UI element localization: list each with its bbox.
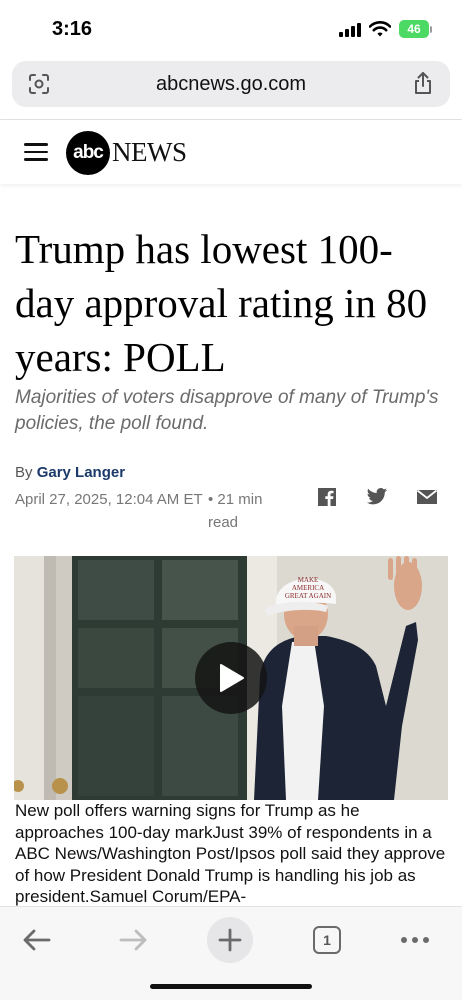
article-subheadline: Majorities of voters disapprove of many …	[15, 387, 439, 434]
back-arrow-icon	[23, 929, 51, 951]
video-thumbnail	[14, 556, 448, 800]
status-icons: 46	[339, 20, 432, 38]
status-time: 3:16	[52, 18, 93, 40]
share-icon[interactable]	[412, 71, 434, 95]
new-tab-icon	[218, 928, 242, 952]
page-settings-icon[interactable]	[28, 73, 50, 95]
back-button[interactable]	[14, 917, 60, 963]
author-link[interactable]: Gary Langer	[36, 464, 126, 481]
battery-level: 46	[399, 20, 429, 38]
hamburger-icon[interactable]	[24, 143, 48, 161]
site-header: abc NEWS	[0, 120, 462, 184]
forward-button[interactable]	[110, 917, 156, 963]
twitter-icon[interactable]	[366, 487, 388, 507]
address-bar[interactable]: abcnews.go.com	[12, 61, 450, 107]
play-icon	[220, 664, 244, 692]
new-tab-button[interactable]	[207, 917, 253, 963]
video-caption: New poll offers warning signs for Trump …	[15, 801, 446, 906]
tabs-button[interactable]: 1	[304, 917, 350, 963]
publish-date: April 27, 2025, 12:04 AM ET	[15, 491, 203, 508]
byline: By Gary Langer	[15, 464, 125, 481]
email-icon[interactable]	[416, 487, 438, 507]
divider	[0, 119, 462, 120]
video-player[interactable]: MAKE AMERICA GREAT AGAIN	[14, 556, 448, 800]
more-button[interactable]	[392, 917, 438, 963]
battery-icon: 46	[399, 20, 432, 38]
cap-text-line2: GREAT AGAIN	[284, 592, 332, 600]
tabs-icon: 1	[313, 926, 341, 954]
tab-count: 1	[323, 932, 331, 948]
more-icon	[401, 937, 429, 943]
wifi-icon	[369, 21, 391, 37]
forward-arrow-icon	[119, 929, 147, 951]
status-bar: 3:16 46	[0, 0, 462, 58]
cap-text-line1: MAKE AMERICA	[291, 576, 325, 592]
article-headline: Trump has lowest 100-day approval rating…	[15, 226, 428, 380]
cap-text: MAKE AMERICA GREAT AGAIN	[282, 576, 334, 600]
read-time: • 21 min read	[208, 491, 263, 531]
url-text[interactable]: abcnews.go.com	[155, 73, 307, 95]
news-logo-text[interactable]: NEWS	[112, 137, 187, 167]
facebook-icon[interactable]	[316, 487, 338, 507]
home-indicator	[150, 984, 312, 989]
cellular-signal-icon	[339, 21, 361, 37]
play-button[interactable]	[195, 642, 267, 714]
share-icons	[316, 487, 438, 507]
abc-logo[interactable]: abc	[66, 131, 110, 175]
byline-prefix: By	[15, 464, 33, 481]
